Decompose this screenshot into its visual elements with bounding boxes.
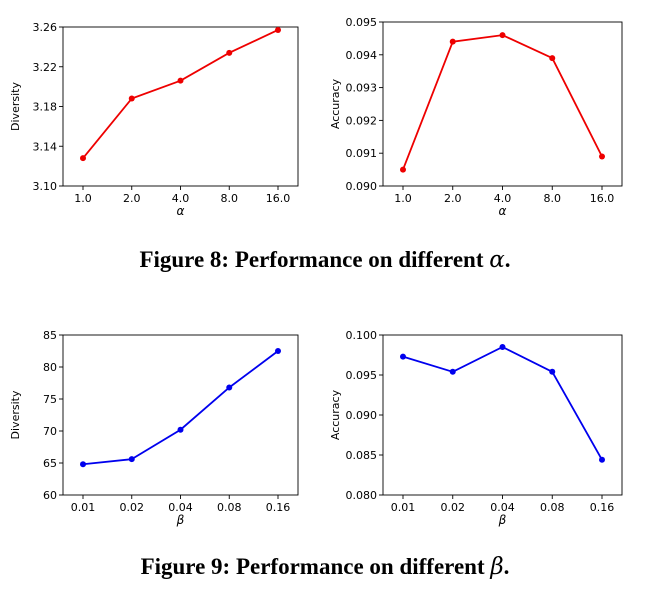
chart-2-xtick-label: 4.0 (494, 192, 512, 205)
chart-1-xtick-label: 1.0 (74, 192, 92, 205)
chart-1-data-point (80, 155, 86, 162)
chart-1-data-point (128, 95, 135, 102)
chart-4-ytick-label: 0.100 (346, 329, 378, 342)
chart-1-xlabel: α (177, 204, 185, 218)
chart-1-ylabel: Diversity (9, 82, 22, 131)
chart-4-ytick-label: 0.080 (346, 489, 378, 502)
chart-1-ytick-label: 3.22 (33, 61, 58, 74)
chart-3-xtick-label: 0.16 (266, 501, 291, 514)
chart-2-xtick-label: 1.0 (394, 192, 412, 205)
chart-3-xtick-label: 0.08 (217, 501, 242, 514)
chart-2-xtick-label: 2.0 (444, 192, 462, 205)
chart-4-xtick-label: 0.04 (490, 501, 515, 514)
chart-1-ytick-label: 3.14 (33, 140, 58, 153)
chart-3-xtick-label: 0.04 (168, 501, 193, 514)
chart-1-frame (62, 26, 299, 187)
figure-9-caption: Figure 9: Performance on different β. (0, 554, 650, 580)
chart-1-data-point (226, 49, 233, 56)
chart-2-xlabel: α (499, 204, 507, 218)
chart-3-data-point (128, 456, 135, 463)
chart-2-data-point (449, 38, 456, 45)
chart-2-xtick-label: 16.0 (590, 192, 615, 205)
chart-4-data-point (549, 368, 556, 375)
figure-8-caption-text: Figure 8: Performance on different (139, 247, 490, 272)
alpha-symbol: α (489, 247, 505, 273)
chart-2-data-point (400, 166, 406, 173)
chart-2-ytick-label: 0.095 (346, 16, 378, 29)
chart-3-data-point (177, 426, 184, 433)
chart-1-ytick-label: 3.26 (33, 21, 58, 34)
chart-3-ytick-label: 60 (43, 489, 57, 502)
chart-2-ytick-label: 0.091 (346, 147, 378, 160)
chart-3-ytick-label: 65 (43, 457, 57, 470)
chart-2-data-point (599, 153, 605, 160)
chart-2-ytick-label: 0.092 (346, 114, 378, 127)
chart-3-ytick-label: 70 (43, 425, 57, 438)
chart-2-data-point (549, 55, 556, 62)
chart-3-series-line (82, 350, 279, 466)
beta-symbol: β (490, 554, 504, 580)
chart-4-ytick-label: 0.085 (346, 449, 378, 462)
chart-3-xlabel: β (176, 513, 185, 527)
chart-2-frame (382, 21, 623, 187)
chart-2-series-line (402, 34, 603, 170)
chart-4-xtick-label: 0.01 (391, 501, 416, 514)
chart-3-data-point (80, 461, 86, 468)
chart-2-xtick-label: 8.0 (544, 192, 562, 205)
chart-2-ylabel: Accuracy (329, 78, 342, 129)
figure-8-caption: Figure 8: Performance on different α. (0, 247, 650, 273)
chart-1-ytick-label: 3.10 (33, 180, 58, 193)
chart-4-ytick-label: 0.090 (346, 409, 378, 422)
chart-3-ytick-label: 80 (43, 361, 57, 374)
chart-4-data-point (449, 368, 456, 375)
chart-4-data-point (400, 353, 406, 360)
chart-3-ytick-label: 75 (43, 393, 57, 406)
chart-4-data-point (499, 344, 506, 350)
chart-4-xlabel: β (498, 513, 507, 527)
chart-1-xtick-label: 8.0 (221, 192, 239, 205)
chart-3-ytick-label: 85 (43, 329, 57, 342)
chart-3-xtick-label: 0.02 (120, 501, 145, 514)
chart-1-data-point (177, 77, 184, 84)
figure-9-caption-text: Figure 9: Performance on different (140, 554, 491, 579)
chart-4-series-line (402, 345, 603, 461)
chart-3-xtick-label: 0.01 (71, 501, 96, 514)
chart-4-xtick-label: 0.02 (441, 501, 466, 514)
chart-4-ylabel: Accuracy (329, 389, 342, 440)
chart-1-xtick-label: 16.0 (266, 192, 291, 205)
chart-4-xtick-label: 0.16 (590, 501, 615, 514)
chart-1-xtick-label: 4.0 (172, 192, 190, 205)
chart-2-data-point (499, 32, 506, 39)
chart-2-ytick-label: 0.094 (346, 49, 378, 62)
chart-3-data-point (226, 384, 233, 391)
chart-2-ytick-label: 0.093 (346, 82, 378, 95)
figure-8-caption-end: . (504, 247, 511, 272)
chart-3-data-point (275, 348, 281, 354)
chart-4-data-point (599, 456, 605, 463)
chart-4-xtick-label: 0.08 (540, 501, 565, 514)
chart-1-xtick-label: 2.0 (123, 192, 141, 205)
chart-3-ylabel: Diversity (9, 390, 22, 439)
chart-1-ytick-label: 3.18 (33, 101, 58, 114)
chart-2-ytick-label: 0.090 (346, 180, 378, 193)
chart-4-ytick-label: 0.095 (346, 369, 378, 382)
chart-1-series-line (82, 29, 279, 159)
figure-9-caption-end: . (503, 554, 510, 579)
chart-3-frame (62, 334, 299, 496)
chart-1-data-point (275, 26, 281, 33)
chart-4-frame (382, 334, 623, 496)
